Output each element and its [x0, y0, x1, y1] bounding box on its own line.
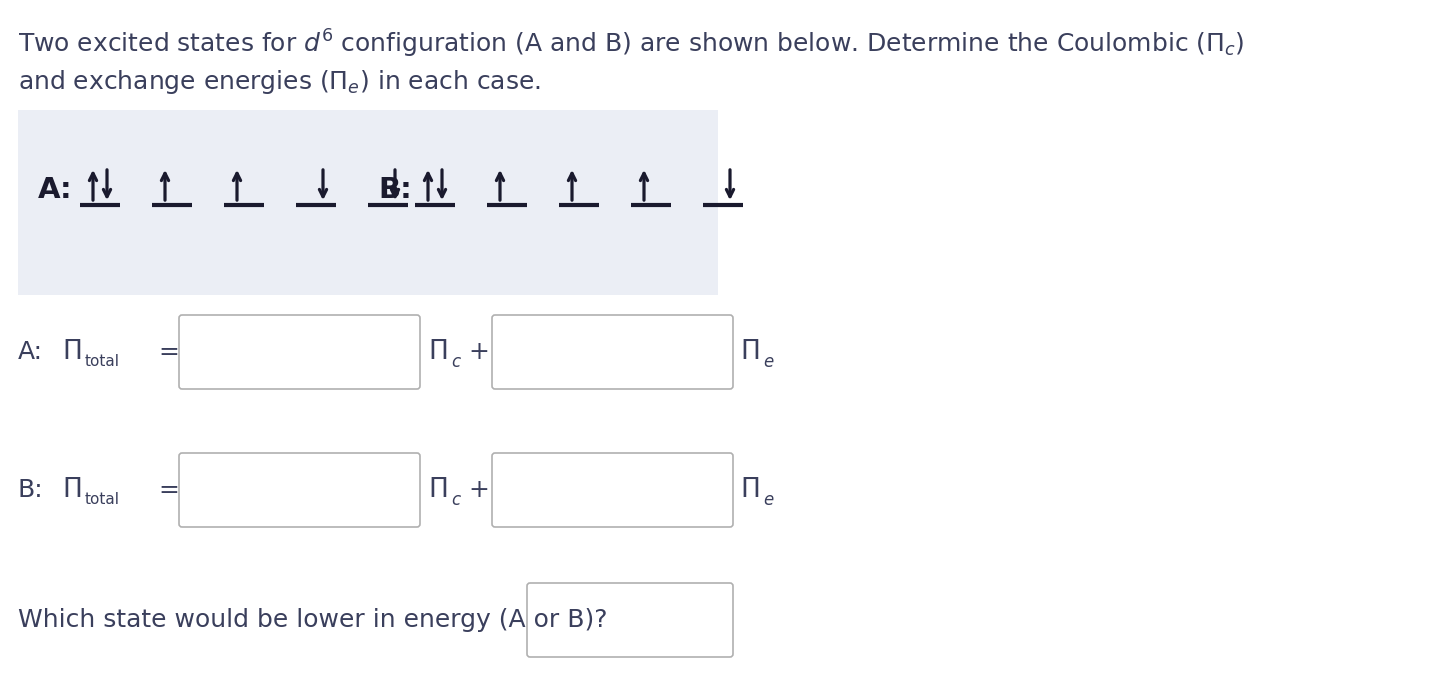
Text: total: total	[85, 355, 120, 369]
Text: +: +	[468, 478, 490, 502]
FancyBboxPatch shape	[179, 453, 420, 527]
Text: B:: B:	[378, 176, 412, 204]
Text: =: =	[157, 340, 179, 364]
Text: Which state would be lower in energy (A or B)?: Which state would be lower in energy (A …	[17, 608, 608, 632]
FancyBboxPatch shape	[492, 315, 734, 389]
FancyBboxPatch shape	[17, 110, 718, 295]
Text: e: e	[762, 353, 773, 371]
Text: e: e	[762, 491, 773, 509]
Text: $\Pi$: $\Pi$	[427, 477, 448, 503]
Text: Two excited states for $d^6$ configuration (A and B) are shown below. Determine : Two excited states for $d^6$ configurati…	[17, 28, 1245, 60]
FancyBboxPatch shape	[527, 583, 734, 657]
Text: c: c	[451, 491, 461, 509]
Text: +: +	[468, 340, 490, 364]
Text: and exchange energies ($\Pi_e$) in each case.: and exchange energies ($\Pi_e$) in each …	[17, 68, 542, 96]
Text: $\Pi$: $\Pi$	[739, 339, 760, 365]
Text: $\Pi$: $\Pi$	[739, 477, 760, 503]
Text: $\Pi$: $\Pi$	[62, 477, 81, 503]
Text: $\Pi$: $\Pi$	[427, 339, 448, 365]
Text: =: =	[157, 478, 179, 502]
Text: A:: A:	[38, 176, 72, 204]
FancyBboxPatch shape	[179, 315, 420, 389]
Text: c: c	[451, 353, 461, 371]
Text: $\Pi$: $\Pi$	[62, 339, 81, 365]
Text: total: total	[85, 493, 120, 507]
Text: B:: B:	[17, 478, 43, 502]
Text: A:: A:	[17, 340, 43, 364]
FancyBboxPatch shape	[492, 453, 734, 527]
